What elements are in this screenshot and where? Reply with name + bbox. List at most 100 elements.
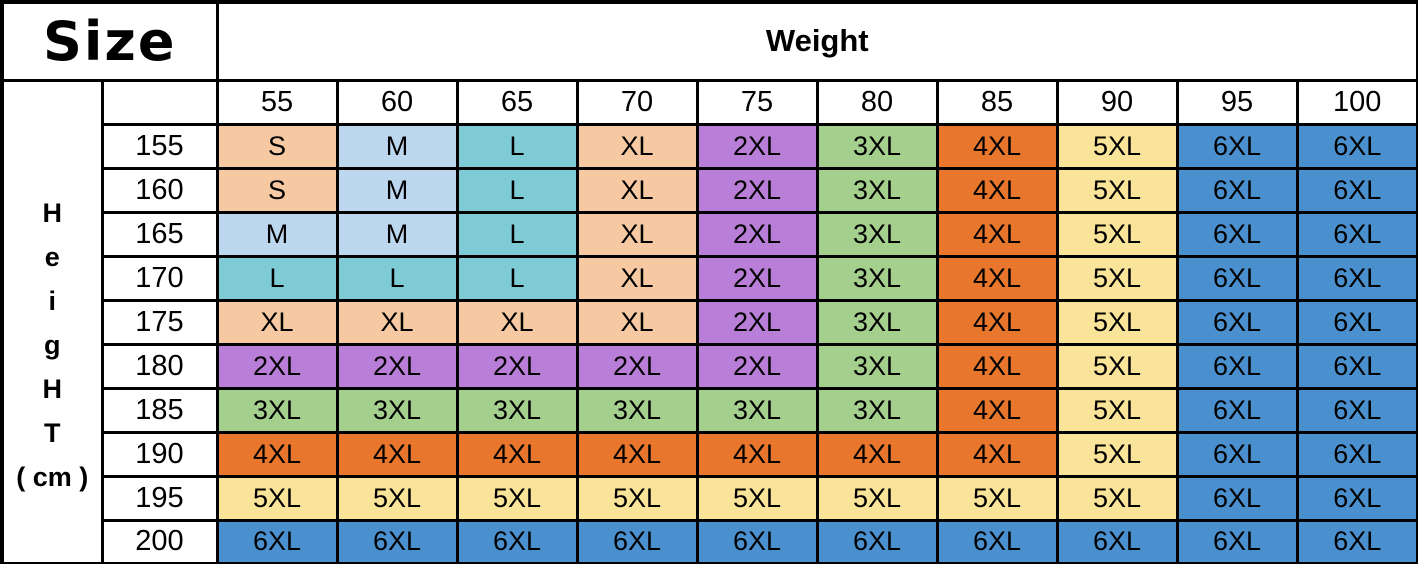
table-row: 175 XL XL XL XL 2XL 3XL 4XL 5XL 6XL 6XL	[2, 298, 1418, 346]
height-tick-cell: 175	[100, 298, 219, 346]
table-row: 180 2XL 2XL 2XL 2XL 2XL 3XL 4XL 5XL 6XL 6XL	[2, 342, 1418, 390]
size-cell: 6XL	[935, 518, 1059, 564]
weight-tick-cell: 65	[455, 78, 579, 126]
size-cell: 2XL	[695, 210, 819, 258]
size-cell: 4XL	[455, 430, 579, 478]
size-cell: 2XL	[695, 342, 819, 390]
size-cell: 4XL	[935, 430, 1059, 478]
size-cell: 6XL	[1295, 342, 1418, 390]
size-cell: 4XL	[695, 430, 819, 478]
size-cell: 6XL	[1295, 386, 1418, 434]
size-cell: 5XL	[1055, 298, 1179, 346]
size-cell: 3XL	[815, 210, 939, 258]
weight-tick-cell: 80	[815, 78, 939, 126]
table-row: 170 L L L XL 2XL 3XL 4XL 5XL 6XL 6XL	[2, 254, 1418, 302]
weight-tick-cell: 75	[695, 78, 819, 126]
size-cell: XL	[455, 298, 579, 346]
size-cell: 3XL	[215, 386, 339, 434]
weight-axis-title: Weight	[215, 0, 1418, 82]
size-cell: XL	[215, 298, 339, 346]
size-cell: 6XL	[1175, 342, 1299, 390]
table-row: 165 M M L XL 2XL 3XL 4XL 5XL 6XL 6XL	[2, 210, 1418, 258]
size-cell: 6XL	[215, 518, 339, 564]
size-cell: 2XL	[695, 122, 819, 170]
size-cell: 6XL	[1295, 430, 1418, 478]
size-cell: S	[215, 122, 339, 170]
size-cell: 4XL	[935, 122, 1059, 170]
size-cell: 5XL	[815, 474, 939, 522]
size-cell: XL	[575, 122, 699, 170]
size-cell: L	[335, 254, 459, 302]
size-cell: XL	[575, 298, 699, 346]
size-cell: 6XL	[695, 518, 819, 564]
size-cell: S	[215, 166, 339, 214]
size-cell: 6XL	[1175, 386, 1299, 434]
size-cell: 6XL	[1295, 298, 1418, 346]
size-cell: 3XL	[455, 386, 579, 434]
size-title: Size	[0, 0, 219, 82]
height-tick-cell: 185	[100, 386, 219, 434]
height-axis-letter: ( cm )	[16, 461, 89, 492]
size-cell: L	[455, 166, 579, 214]
table-row: 160 S M L XL 2XL 3XL 4XL 5XL 6XL 6XL	[2, 166, 1418, 214]
size-cell: 4XL	[935, 342, 1059, 390]
size-cell: 3XL	[815, 342, 939, 390]
height-tick-cell: 170	[100, 254, 219, 302]
size-cell: 6XL	[1295, 474, 1418, 522]
empty-corner-cell	[100, 78, 219, 126]
size-cell: 3XL	[815, 298, 939, 346]
height-tick-cell: 155	[100, 122, 219, 170]
size-cell: XL	[575, 254, 699, 302]
size-cell: 6XL	[1175, 298, 1299, 346]
size-cell: 6XL	[1175, 254, 1299, 302]
height-tick-cell: 160	[100, 166, 219, 214]
size-cell: 6XL	[1175, 518, 1299, 564]
height-axis-letter: g	[44, 329, 61, 360]
size-cell: 3XL	[815, 166, 939, 214]
table-row: 200 6XL 6XL 6XL 6XL 6XL 6XL 6XL 6XL 6XL 6XL	[2, 518, 1418, 564]
size-cell: 2XL	[335, 342, 459, 390]
size-cell: 6XL	[1175, 122, 1299, 170]
size-cell: 3XL	[575, 386, 699, 434]
size-cell: 6XL	[1295, 166, 1418, 214]
height-axis-letter: e	[44, 241, 60, 272]
size-cell: 3XL	[815, 122, 939, 170]
height-axis-letter: H	[42, 197, 63, 228]
size-cell: 3XL	[335, 386, 459, 434]
size-cell: 5XL	[1055, 122, 1179, 170]
size-cell: L	[455, 254, 579, 302]
size-cell: 3XL	[815, 254, 939, 302]
weight-tick-cell: 55	[215, 78, 339, 126]
size-cell: 6XL	[1295, 122, 1418, 170]
size-cell: 5XL	[1055, 474, 1179, 522]
size-cell: 5XL	[1055, 210, 1179, 258]
size-cell: 4XL	[815, 430, 939, 478]
table-row: 155 S M L XL 2XL 3XL 4XL 5XL 6XL 6XL	[2, 122, 1418, 170]
table-header-row: Size Weight	[0, 0, 1418, 82]
height-axis-letter: H	[42, 373, 63, 404]
size-cell: XL	[575, 166, 699, 214]
weight-tick-cell: 60	[335, 78, 459, 126]
size-cell: 4XL	[935, 166, 1059, 214]
size-cell: 4XL	[935, 386, 1059, 434]
height-tick-cell: 180	[100, 342, 219, 390]
size-cell: 5XL	[1055, 254, 1179, 302]
size-cell: 6XL	[1055, 518, 1179, 564]
height-tick-cell: 190	[100, 430, 219, 478]
weight-tick-cell: 100	[1295, 78, 1418, 126]
size-cell: L	[455, 122, 579, 170]
size-cell: 4XL	[935, 210, 1059, 258]
height-axis-letter: T	[44, 417, 61, 448]
size-cell: 5XL	[1055, 430, 1179, 478]
size-cell: 4XL	[575, 430, 699, 478]
height-tick-cell: 200	[100, 518, 219, 564]
size-cell: 5XL	[575, 474, 699, 522]
size-cell: 2XL	[215, 342, 339, 390]
size-cell: XL	[335, 298, 459, 346]
size-cell: 6XL	[1295, 518, 1418, 564]
size-cell: 6XL	[335, 518, 459, 564]
size-cell: 5XL	[335, 474, 459, 522]
